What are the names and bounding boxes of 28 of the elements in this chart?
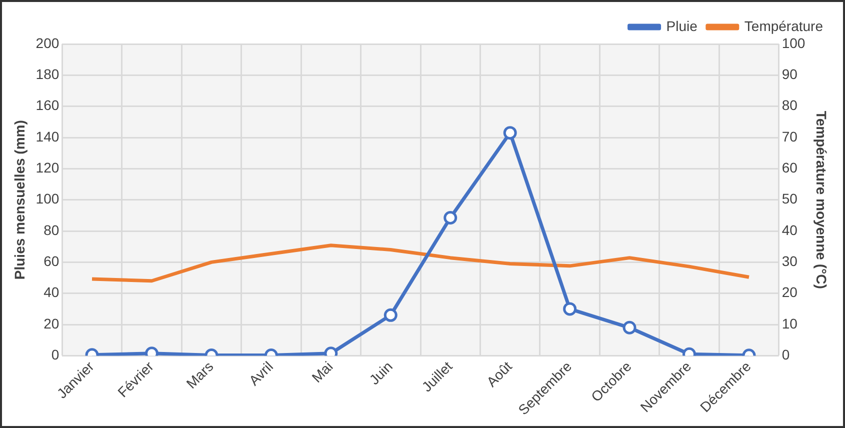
y-tick-label: 140	[36, 128, 60, 144]
y-tick-label: 100	[36, 190, 60, 207]
y2-tick-label: 20	[782, 284, 798, 300]
y-tick-label: 20	[44, 315, 60, 332]
y2-tick-label: 100	[782, 34, 806, 51]
y2-tick-label: 90	[782, 66, 798, 82]
y-tick-label: 120	[36, 160, 60, 176]
y-tick-label: 40	[44, 284, 60, 300]
legend-label: Pluie	[666, 18, 698, 34]
y2-tick-label: 50	[782, 190, 798, 207]
y2-axis-title: Température moyenne (°C)	[814, 110, 830, 289]
y-tick-label: 200	[36, 34, 60, 51]
y2-tick-label: 30	[782, 253, 798, 270]
y-tick-label: 60	[44, 253, 60, 270]
y2-tick-label: 70	[782, 128, 798, 144]
y-tick-label: 160	[36, 97, 60, 114]
x-tick-label: Juin	[366, 358, 396, 388]
y-tick-label: 180	[36, 66, 60, 82]
x-tick-label: Mai	[308, 358, 336, 386]
y2-tick-label: 0	[782, 346, 790, 363]
y2-tick-label: 40	[782, 222, 798, 238]
y2-tick-label: 80	[782, 97, 798, 114]
y-tick-label: 80	[44, 222, 60, 238]
y-axis-title: Pluies mensuelles (mm)	[11, 120, 28, 280]
legend-label: Température	[744, 18, 824, 34]
y2-tick-label: 60	[782, 160, 798, 176]
y2-tick-label: 10	[782, 315, 798, 332]
y-tick-label: 0	[51, 346, 60, 363]
